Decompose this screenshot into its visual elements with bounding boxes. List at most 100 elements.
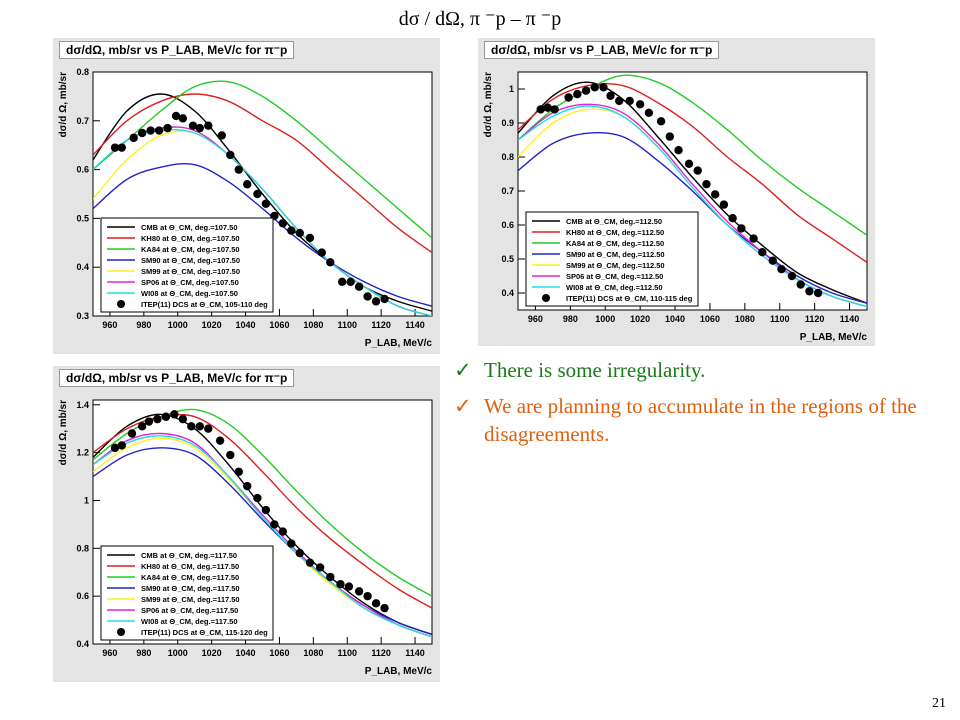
data-point <box>644 108 654 118</box>
data-point <box>261 505 271 515</box>
plot-content <box>518 74 867 308</box>
y-tick-label: 0.8 <box>76 67 89 77</box>
data-point <box>371 599 381 608</box>
chart-panel-117: 960 980 1000 1020 1040 1060 1080 1100 1120 1140 0.… <box>53 366 440 682</box>
data-point <box>253 493 262 503</box>
x-tick-label: 1100 <box>770 314 790 324</box>
data-point <box>153 414 162 424</box>
y-tick-label: 0.4 <box>76 639 89 649</box>
data-point <box>137 128 147 138</box>
plot-content <box>93 80 432 316</box>
data-point <box>326 258 335 267</box>
data-point <box>117 441 127 450</box>
x-tick-label: 1100 <box>337 648 357 658</box>
y-axis-label: dσ/d Ω, mb/sr <box>58 72 69 138</box>
data-point <box>354 282 364 291</box>
y-tick-label: 0.8 <box>501 152 514 162</box>
x-axis-label: P_LAB, MeV/c <box>800 332 868 343</box>
y-tick-label: 1.2 <box>76 448 89 458</box>
data-point <box>796 280 805 289</box>
legend-entry: WI08 at Θ_CM, deg.=112.50 <box>566 283 663 292</box>
x-tick-label: 1140 <box>405 648 425 658</box>
data-point <box>684 159 694 168</box>
data-point <box>163 123 172 133</box>
x-tick-label: 960 <box>102 320 117 330</box>
data-point <box>234 467 243 476</box>
data-point <box>287 539 296 548</box>
legend-entry: SM90 at Θ_CM, deg.=112.50 <box>566 250 665 259</box>
data-point <box>787 271 797 281</box>
data-point <box>625 96 634 106</box>
legend-entry: KA84 at Θ_CM, deg.=107.50 <box>141 245 240 254</box>
data-point <box>178 414 188 424</box>
data-point <box>188 121 198 130</box>
legend-entry: SM90 at Θ_CM, deg.=107.50 <box>141 256 240 265</box>
y-tick-label: 0.7 <box>501 186 514 196</box>
data-point <box>178 114 188 123</box>
data-point <box>719 200 729 209</box>
data-point <box>728 214 737 223</box>
data-point <box>129 133 138 143</box>
y-tick-label: 1 <box>84 495 89 505</box>
data-point <box>305 558 315 567</box>
legend-box <box>100 545 274 641</box>
x-tick-label: 1020 <box>202 648 222 658</box>
legend-marker <box>542 294 550 302</box>
x-tick-label: 1020 <box>630 314 650 324</box>
data-point <box>573 89 582 99</box>
legend-entry: KH80 at Θ_CM, deg.=107.50 <box>141 234 240 243</box>
data-point <box>187 422 196 431</box>
legend-entry: ITEP(11) DCS at Θ_CM, 105-110 deg <box>141 300 268 309</box>
legend-entry: CMB at Θ_CM, deg.=112.50 <box>566 217 662 226</box>
data-point <box>154 126 164 135</box>
y-tick-label: 0.7 <box>76 116 89 126</box>
y-tick-label: 0.6 <box>76 165 89 175</box>
chart-112: 960 980 1000 1020 1040 1060 1080 1100 1120 1140 0.… <box>483 71 868 343</box>
data-point <box>665 132 675 141</box>
data-point <box>215 436 225 445</box>
check-icon: ✓ <box>454 358 472 382</box>
legend-box <box>100 217 274 313</box>
y-tick-label: 0.5 <box>501 254 514 264</box>
y-tick-label: 0.4 <box>76 262 89 272</box>
chart-117: 960 980 1000 1020 1040 1060 1080 1100 1120 1140 0.… <box>58 399 433 677</box>
legend-marker <box>117 628 125 636</box>
x-tick-label: 1000 <box>168 320 188 330</box>
x-tick-label: 1020 <box>202 320 222 330</box>
data-point <box>363 591 372 601</box>
data-point <box>137 422 147 431</box>
series-line-ka84 <box>93 80 432 239</box>
data-point <box>195 422 204 431</box>
data-point <box>234 165 243 174</box>
series-line-kh80 <box>93 93 432 254</box>
data-point <box>674 146 683 155</box>
data-point <box>226 150 235 160</box>
x-tick-label: 1100 <box>337 320 357 330</box>
x-tick-label: 1000 <box>168 648 188 658</box>
legend-entry: KA84 at Θ_CM, deg.=112.50 <box>566 239 664 248</box>
legend-box <box>525 211 699 307</box>
note-text: We are planning to accumulate in the reg… <box>484 394 917 446</box>
x-tick-label: 1080 <box>735 314 755 324</box>
data-point <box>253 189 262 199</box>
x-tick-label: 980 <box>136 648 151 658</box>
data-point <box>287 226 296 235</box>
legend-entry: WI08 at Θ_CM, deg.=117.50 <box>141 617 238 626</box>
data-point <box>536 105 545 114</box>
data-point <box>127 429 137 438</box>
y-tick-label: 0.3 <box>76 311 89 321</box>
legend-entry: SP06 at Θ_CM, deg.=117.50 <box>141 606 238 615</box>
legend-entry: KA84 at Θ_CM, deg.=117.50 <box>141 573 239 582</box>
data-point <box>758 248 767 257</box>
x-tick-label: 1120 <box>371 320 391 330</box>
x-tick-label: 1080 <box>303 320 323 330</box>
x-tick-label: 1120 <box>371 648 391 658</box>
data-point <box>813 288 823 298</box>
data-point <box>195 123 204 133</box>
data-point <box>581 86 591 95</box>
data-point <box>337 277 347 287</box>
data-point <box>146 126 155 135</box>
legend-entry: SP06 at Θ_CM, deg.=112.50 <box>566 272 663 281</box>
data-point <box>344 582 354 591</box>
data-point <box>599 83 608 92</box>
